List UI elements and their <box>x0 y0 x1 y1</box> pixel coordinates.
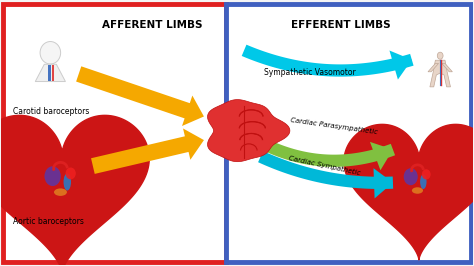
Polygon shape <box>208 99 290 162</box>
Text: Cardiac Parasympathetic: Cardiac Parasympathetic <box>290 117 378 135</box>
FancyBboxPatch shape <box>3 5 226 261</box>
Polygon shape <box>430 60 450 87</box>
Ellipse shape <box>54 188 67 196</box>
Text: EFFERENT LIMBS: EFFERENT LIMBS <box>291 20 391 30</box>
Polygon shape <box>370 142 393 170</box>
Ellipse shape <box>40 41 61 64</box>
Ellipse shape <box>412 187 423 194</box>
Ellipse shape <box>420 174 427 189</box>
Text: Sympathetic Vasomotor: Sympathetic Vasomotor <box>264 68 356 77</box>
Polygon shape <box>344 124 474 260</box>
Ellipse shape <box>65 168 76 179</box>
Polygon shape <box>76 66 204 126</box>
Polygon shape <box>91 128 204 174</box>
Polygon shape <box>390 51 412 80</box>
Text: Aortic baroceptors: Aortic baroceptors <box>12 217 83 226</box>
Polygon shape <box>374 168 393 198</box>
Polygon shape <box>35 64 65 82</box>
Polygon shape <box>442 63 452 72</box>
Text: AFFERENT LIMBS: AFFERENT LIMBS <box>102 20 202 30</box>
Ellipse shape <box>438 52 443 59</box>
Text: Carotid baroceptors: Carotid baroceptors <box>12 107 89 116</box>
Ellipse shape <box>404 168 418 185</box>
Polygon shape <box>0 115 149 266</box>
Polygon shape <box>428 63 438 72</box>
Ellipse shape <box>422 169 431 180</box>
Ellipse shape <box>64 173 71 190</box>
Ellipse shape <box>45 166 61 186</box>
Text: Cardiac Sympathetic: Cardiac Sympathetic <box>288 155 361 176</box>
FancyBboxPatch shape <box>226 5 471 261</box>
